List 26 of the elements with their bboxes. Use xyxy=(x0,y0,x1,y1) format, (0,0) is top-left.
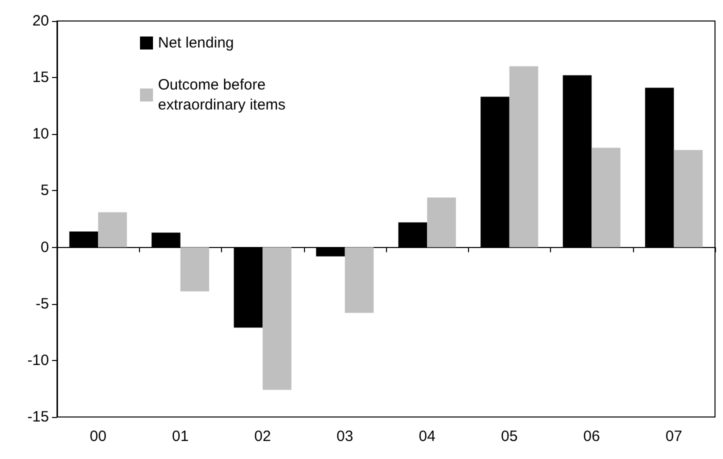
y-tick-label: 15 xyxy=(32,69,49,86)
x-tick-label: 00 xyxy=(90,428,106,445)
y-tick-label: -10 xyxy=(27,352,49,369)
y-tick-label: 10 xyxy=(32,126,49,143)
x-tick-label: 06 xyxy=(583,428,600,445)
y-tick-label: 20 xyxy=(32,12,49,30)
bar xyxy=(180,247,210,292)
y-tick-label: -15 xyxy=(27,408,49,426)
bar xyxy=(509,66,538,248)
legend-label: Net lending xyxy=(158,34,234,52)
x-tick-label: 05 xyxy=(501,428,518,445)
bar xyxy=(592,148,620,248)
y-tick-label: 5 xyxy=(40,182,49,200)
x-tick-label: 07 xyxy=(666,428,682,445)
y-tick-label: 0 xyxy=(40,238,49,256)
bar xyxy=(98,212,127,248)
x-tick-label: 02 xyxy=(254,428,271,445)
y-tick-label: -5 xyxy=(36,295,49,312)
bar xyxy=(674,150,703,248)
legend-label: Outcome before extraordinary items xyxy=(158,76,286,114)
x-tick-label: 04 xyxy=(418,428,436,445)
bar xyxy=(427,198,456,248)
bar xyxy=(344,247,374,313)
x-tick-label: 01 xyxy=(172,428,189,445)
bar xyxy=(262,247,292,390)
x-tick-label: 03 xyxy=(336,428,354,445)
